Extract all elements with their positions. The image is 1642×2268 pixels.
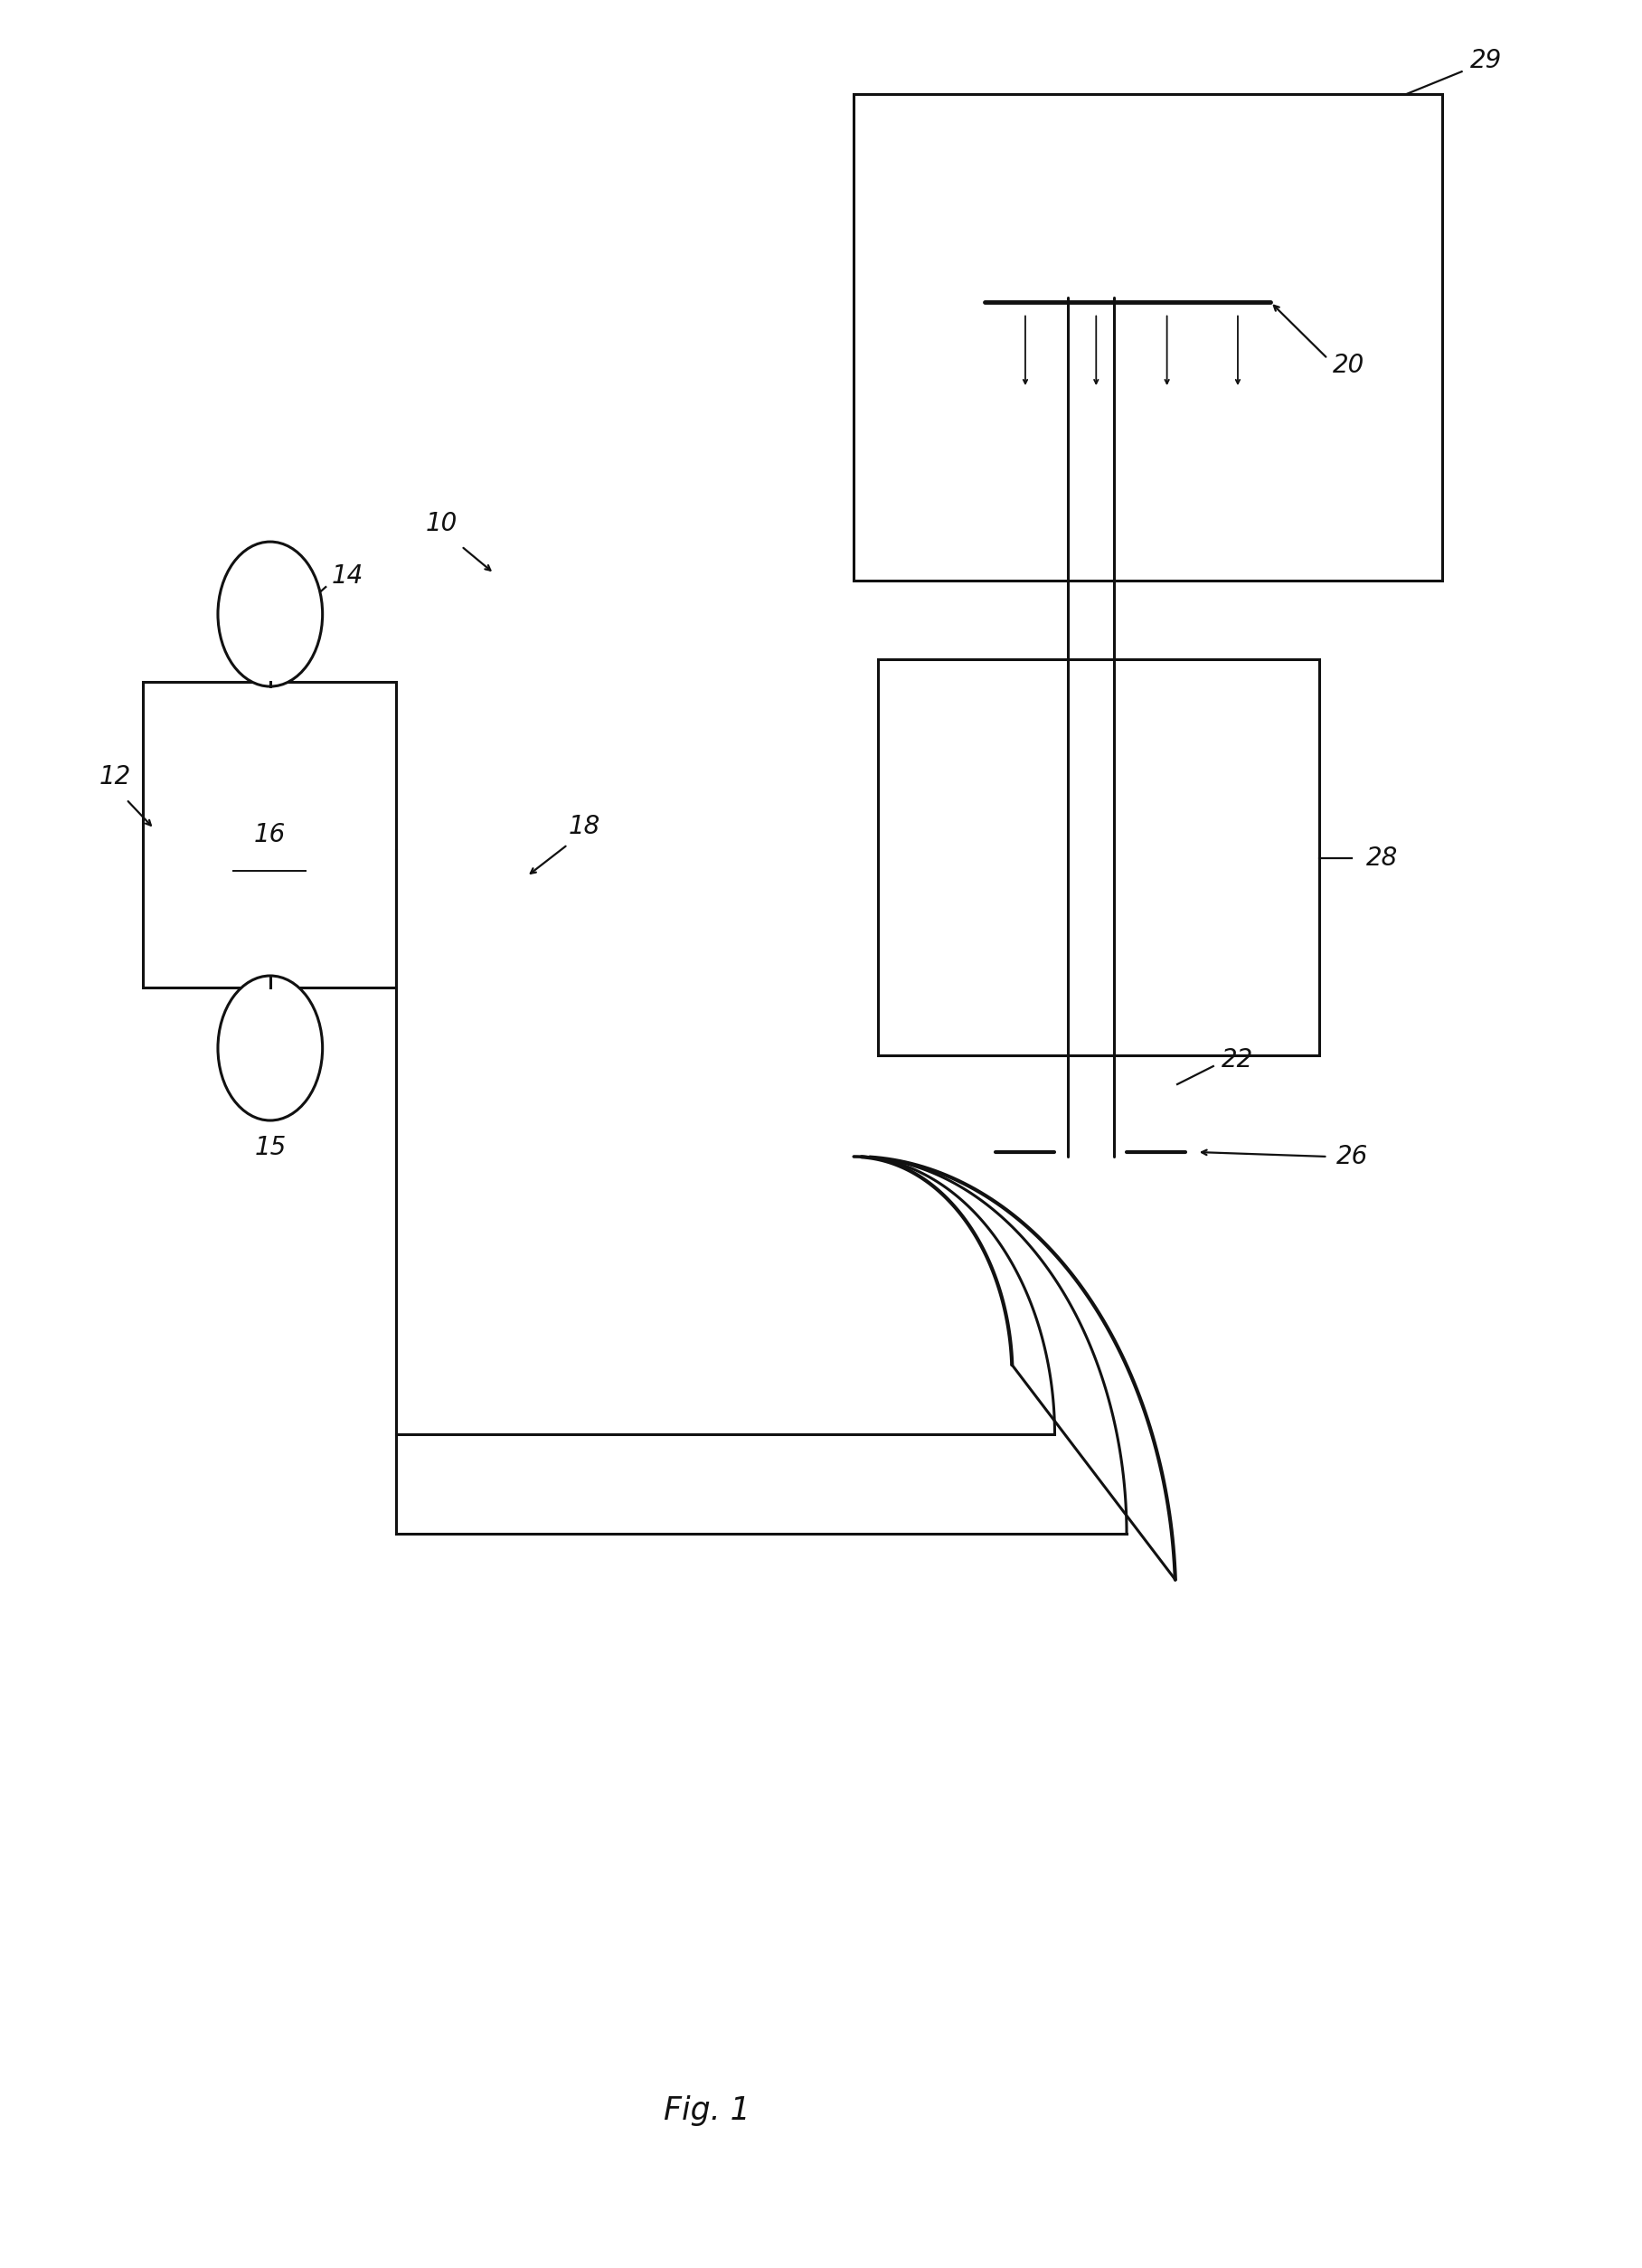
Text: 29: 29 bbox=[1470, 48, 1502, 73]
Bar bbox=[854, 95, 1442, 581]
Text: 14: 14 bbox=[332, 562, 363, 587]
Bar bbox=[878, 660, 1320, 1055]
Text: 15: 15 bbox=[255, 1134, 286, 1161]
Text: 10: 10 bbox=[425, 510, 458, 535]
Circle shape bbox=[218, 542, 322, 687]
Circle shape bbox=[218, 975, 322, 1120]
Text: 26: 26 bbox=[1337, 1143, 1368, 1170]
Text: 20: 20 bbox=[1333, 354, 1365, 379]
Text: 12: 12 bbox=[99, 764, 131, 789]
Text: 22: 22 bbox=[1222, 1048, 1254, 1073]
Text: 28: 28 bbox=[1366, 846, 1397, 871]
Text: Fig. 1: Fig. 1 bbox=[663, 2096, 750, 2125]
Text: 16: 16 bbox=[253, 821, 286, 848]
Text: 18: 18 bbox=[568, 814, 599, 839]
Bar bbox=[143, 683, 396, 987]
